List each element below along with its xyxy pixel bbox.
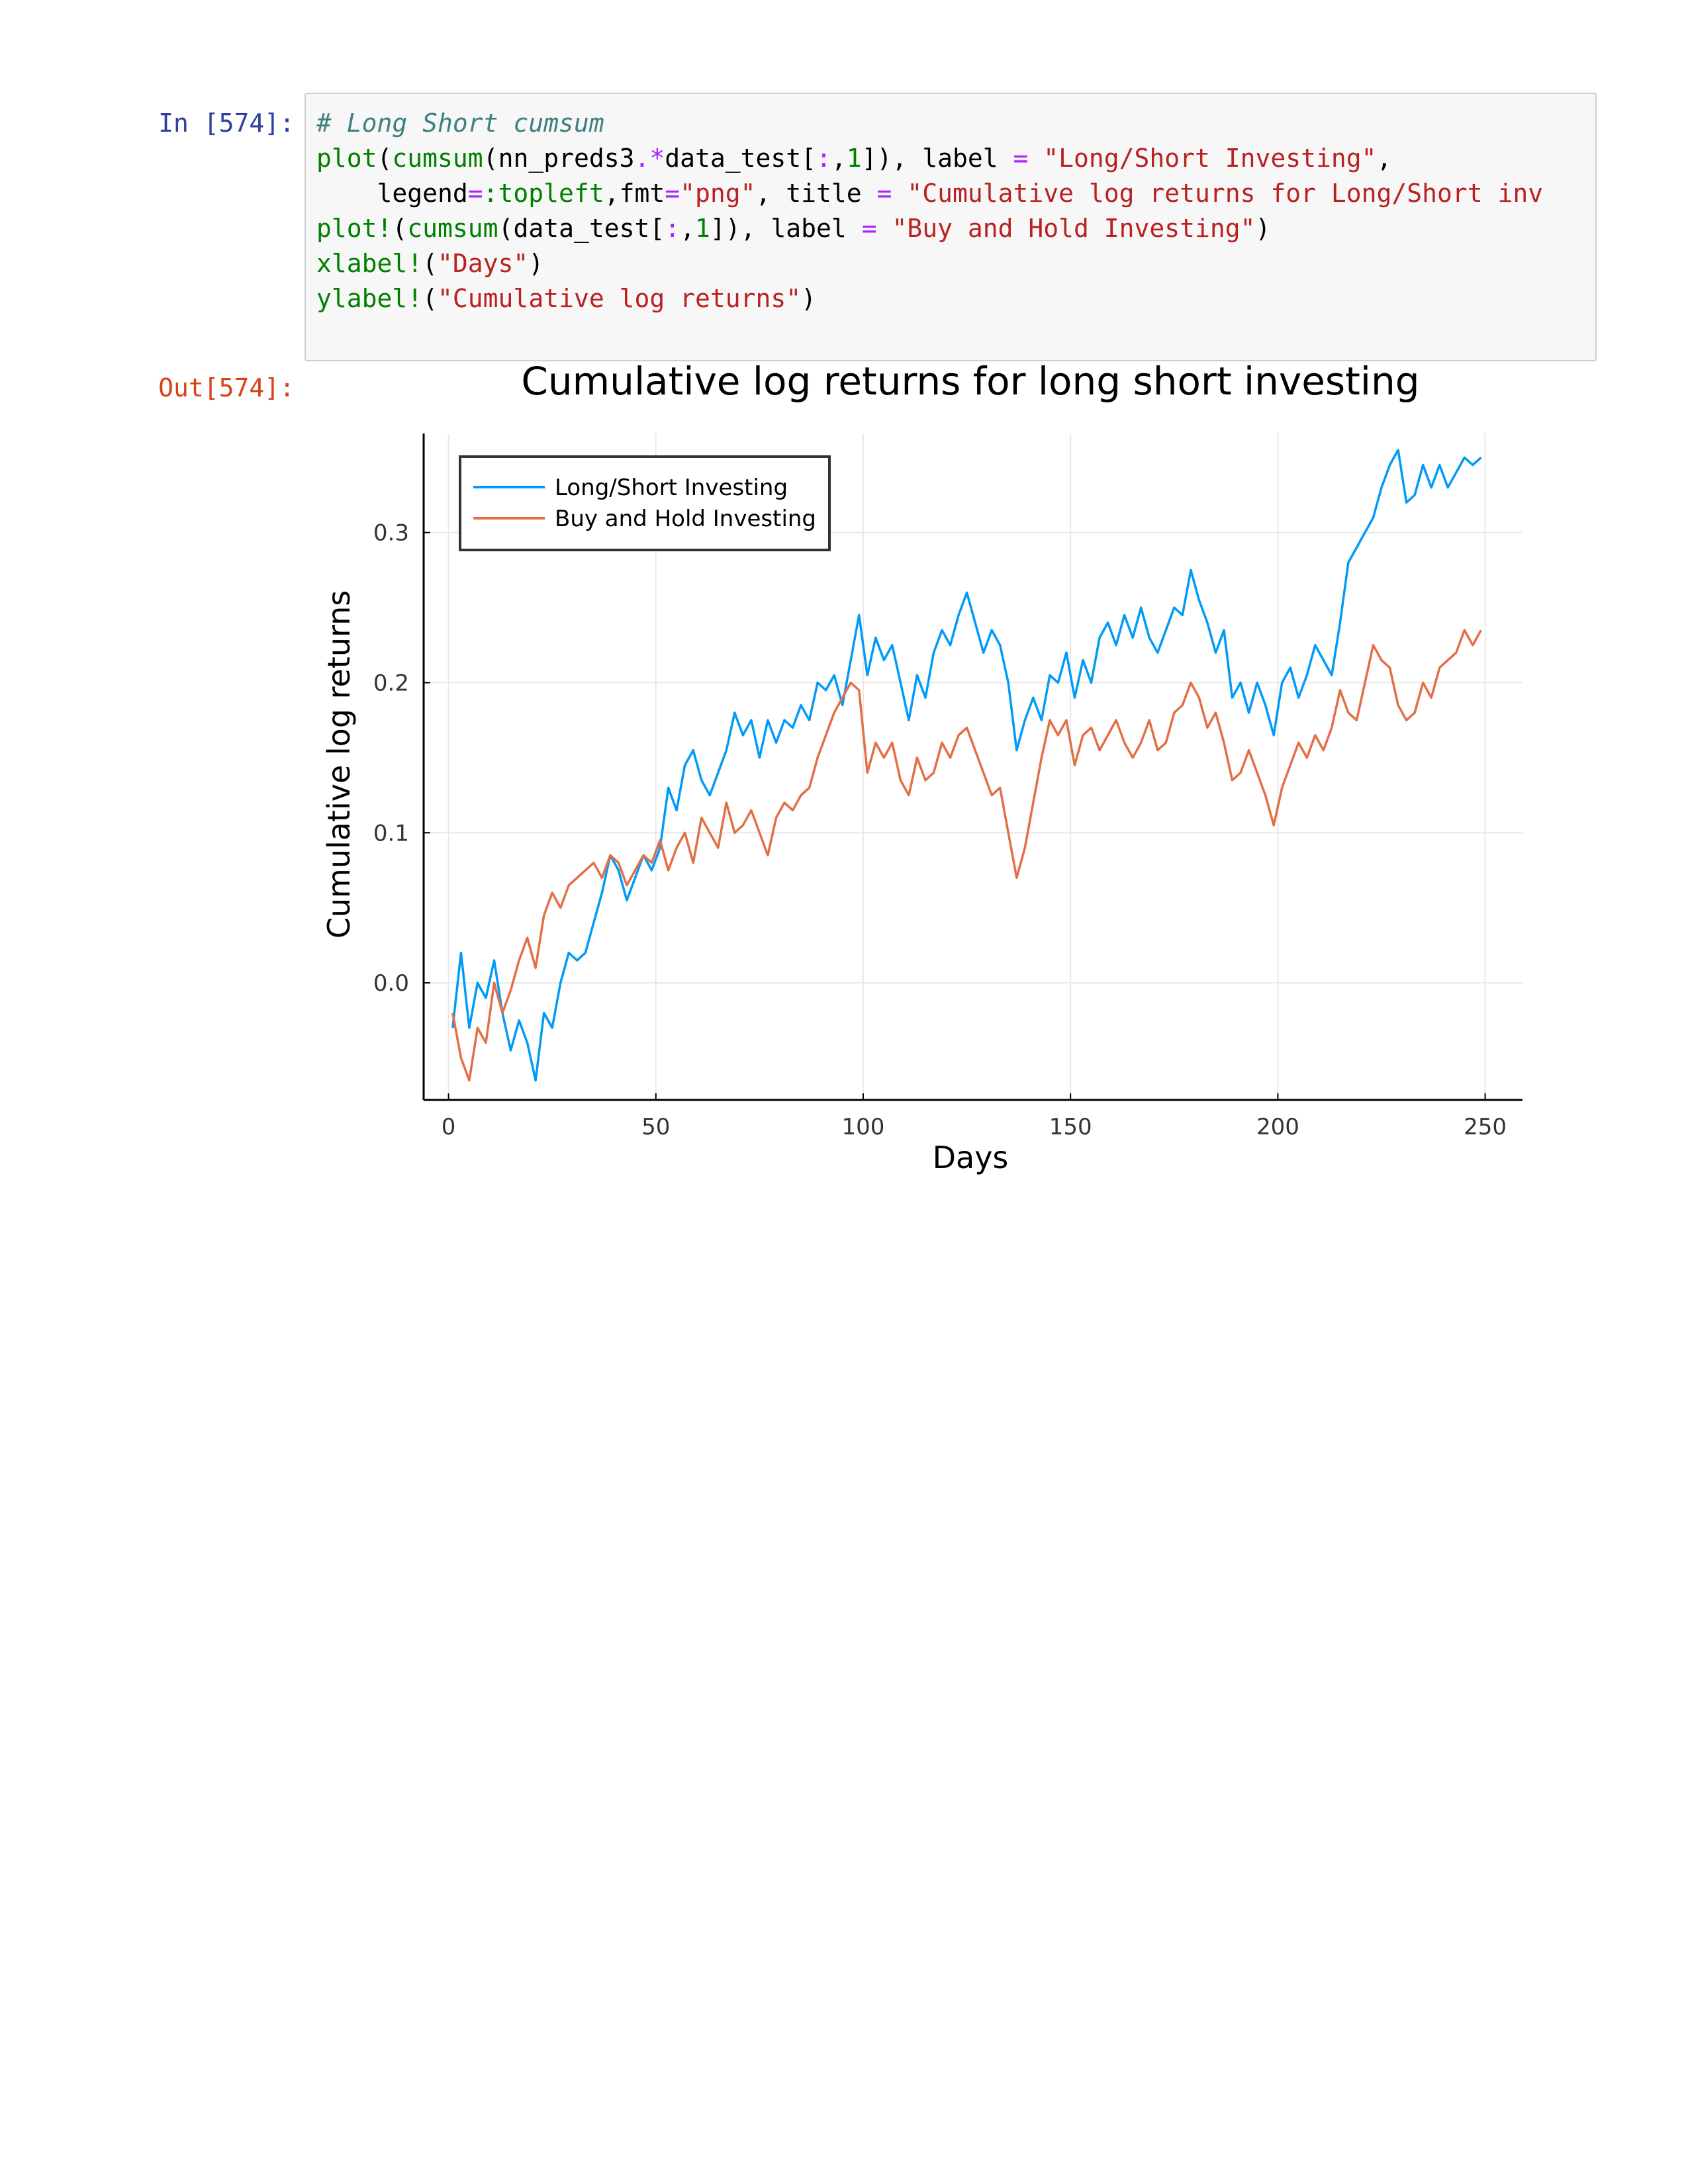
code-token: = (861, 214, 877, 243)
y-tick-label: 0.2 (373, 670, 409, 696)
x-tick-label: 100 (842, 1114, 885, 1140)
code-token: "Cumulative log returns for Long/Short i… (907, 179, 1544, 208)
code-token: # Long Short cumsum (316, 109, 604, 138)
code-line: legend=:topleft,fmt="png", title = "Cumu… (316, 179, 1544, 208)
code-token (1028, 144, 1043, 173)
output-prompt: Out[574]: (158, 373, 295, 402)
code-token (892, 179, 907, 208)
line-chart: Cumulative log returns for long short in… (321, 359, 1523, 1175)
output-plot: Cumulative log returns for long short in… (305, 357, 1562, 1205)
code-token: : (665, 214, 680, 243)
code-token: , (1376, 144, 1392, 173)
code-token: 1 (846, 144, 862, 173)
series-line-buy-hold (451, 629, 1482, 1082)
code-token: ) (528, 249, 544, 278)
code-token: xlabel! (316, 249, 423, 278)
legend-label-buy-hold: Buy and Hold Investing (555, 506, 816, 532)
code-line: # Long Short cumsum (316, 109, 604, 138)
code-token: = (1013, 144, 1029, 173)
x-tick-label: 200 (1256, 1114, 1299, 1140)
code-token: plot! (316, 214, 393, 243)
code-token: "Days" (438, 249, 529, 278)
chart-title: Cumulative log returns for long short in… (521, 359, 1419, 404)
code-token: "Cumulative log returns" (438, 284, 802, 313)
code-token: "png" (680, 179, 756, 208)
code-token: data_test[ (665, 144, 817, 173)
code-token: ) (1255, 214, 1271, 243)
series-line-long-short (451, 449, 1482, 1082)
code-token: ( (392, 214, 408, 243)
axis-ticks: 0 50 100 150 200 250 0.0 0.1 0.2 0.3 (373, 520, 1507, 1140)
y-tick-label: 0.1 (373, 820, 409, 846)
y-tick-label: 0.0 (373, 970, 409, 997)
code-token: :topleft (483, 179, 604, 208)
y-axis-label: Cumulative log returns (321, 590, 357, 939)
code-token: "Buy and Hold Investing" (892, 214, 1256, 243)
code-token: cumsum (392, 144, 483, 173)
x-tick-label: 150 (1049, 1114, 1092, 1140)
code-token: ]), label (710, 214, 862, 243)
x-tick-label: 0 (442, 1114, 456, 1140)
code-token: "Long/Short Investing" (1043, 144, 1377, 173)
x-tick-label: 50 (641, 1114, 670, 1140)
code-token: ,fmt (604, 179, 665, 208)
code-token: = (665, 179, 680, 208)
code-token: cumsum (407, 214, 498, 243)
code-token: ( (422, 249, 438, 278)
code-line: plot(cumsum(nn_preds3.*data_test[:,1]), … (316, 144, 1391, 173)
code-token: (data_test[ (498, 214, 665, 243)
code-token: ( (377, 144, 393, 173)
code-cell-input[interactable]: # Long Short cumsum plot(cumsum(nn_preds… (305, 93, 1597, 361)
code-token: = (876, 179, 892, 208)
code-token: ) (801, 284, 817, 313)
input-prompt: In [574]: (158, 109, 295, 138)
code-line: xlabel!("Days") (316, 249, 543, 278)
code-token: ]), label (861, 144, 1013, 173)
legend: Long/Short Investing Buy and Hold Invest… (459, 455, 831, 551)
code-token: .* (634, 144, 665, 173)
code-token: 1 (695, 214, 710, 243)
series-lines (451, 449, 1482, 1082)
code-token: plot (316, 144, 377, 173)
code-token: = (467, 179, 483, 208)
code-line: plot!(cumsum(data_test[:,1]), label = "B… (316, 214, 1270, 243)
code-token: (nn_preds3 (483, 144, 635, 173)
code-token: ( (422, 284, 438, 313)
x-axis-label: Days (933, 1140, 1009, 1175)
code-line: ylabel!("Cumulative log returns") (316, 284, 816, 313)
code-token: : (816, 144, 831, 173)
legend-label-long-short: Long/Short Investing (555, 475, 788, 501)
code-token (877, 214, 892, 243)
y-tick-label: 0.3 (373, 520, 409, 547)
code-token: , (680, 214, 696, 243)
code-token: legend (316, 179, 468, 208)
code-token: , (831, 144, 847, 173)
code-editor[interactable]: # Long Short cumsum plot(cumsum(nn_preds… (316, 106, 1543, 316)
code-token: ylabel! (316, 284, 423, 313)
code-token: , title (755, 179, 877, 208)
legend-box (459, 455, 831, 551)
x-tick-label: 250 (1464, 1114, 1507, 1140)
